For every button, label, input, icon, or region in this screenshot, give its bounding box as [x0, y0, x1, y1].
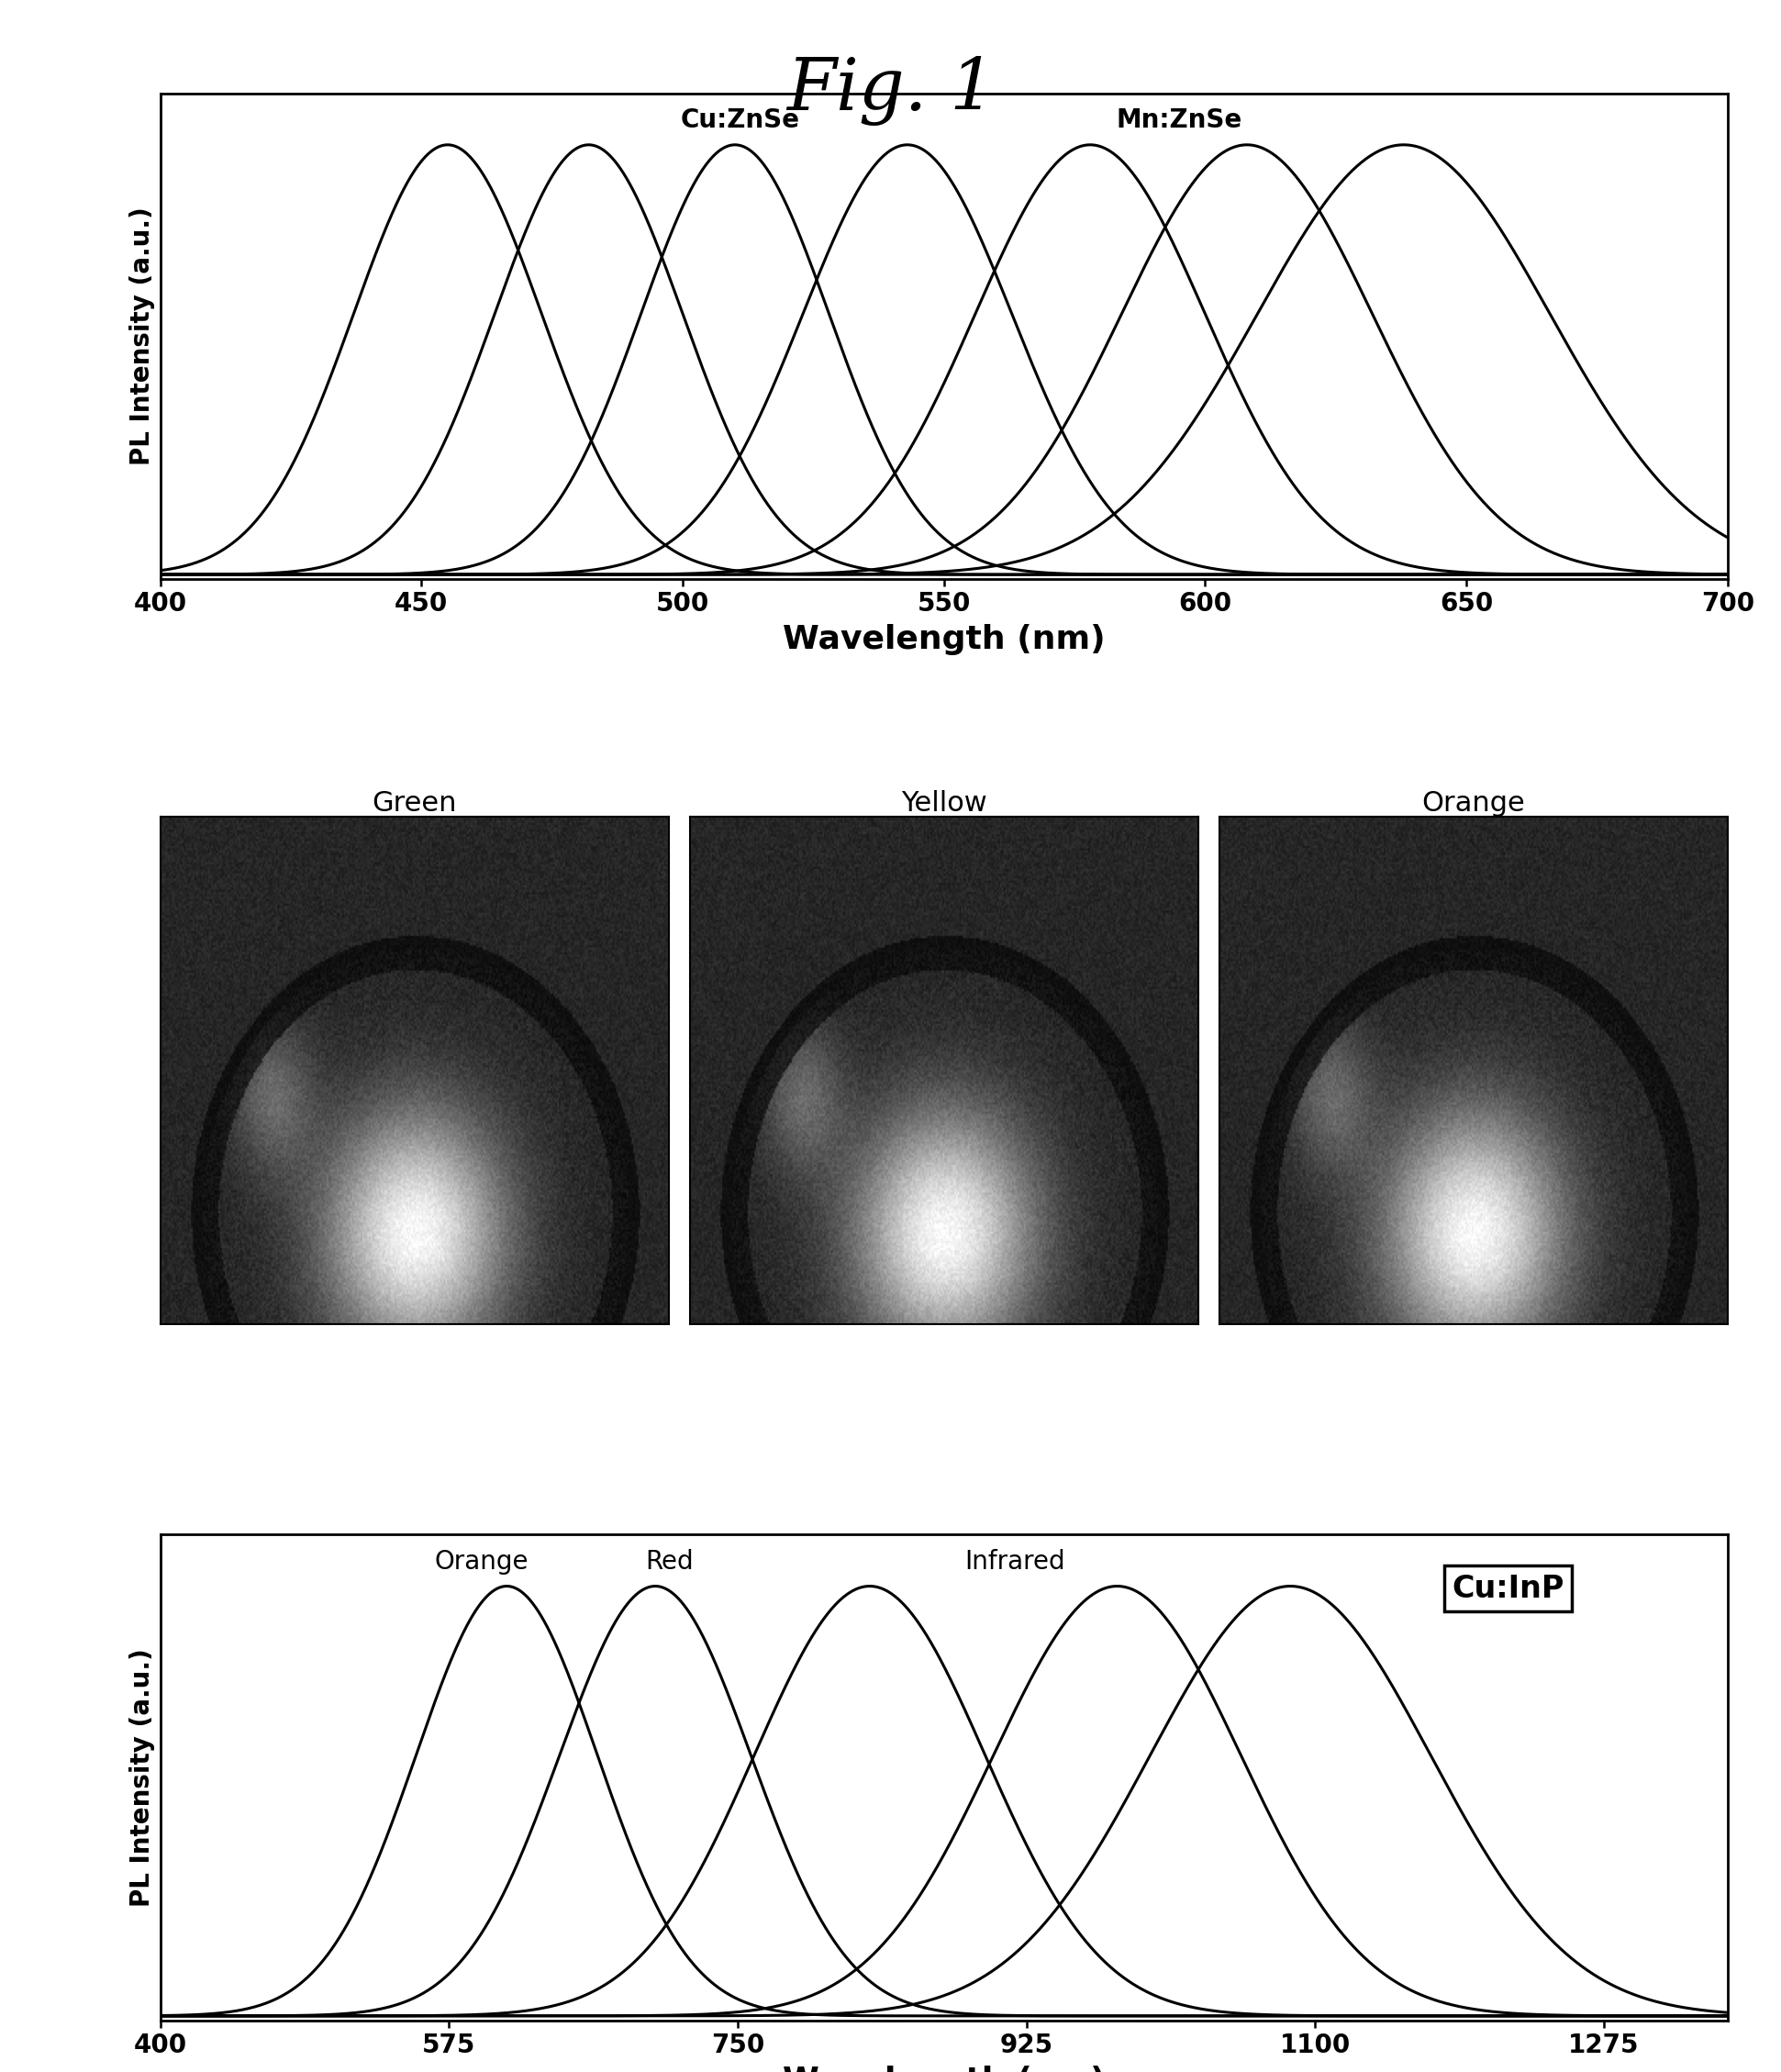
Y-axis label: PL Intensity (a.u.): PL Intensity (a.u.) — [130, 207, 155, 466]
Text: Yellow: Yellow — [901, 789, 987, 816]
Text: Orange: Orange — [1421, 789, 1525, 816]
Text: Fig. 1: Fig. 1 — [785, 56, 996, 126]
Y-axis label: PL Intensity (a.u.): PL Intensity (a.u.) — [130, 1647, 155, 1906]
Text: Cu:InP: Cu:InP — [1452, 1573, 1564, 1604]
Text: Mn:ZnSe: Mn:ZnSe — [1117, 108, 1241, 133]
Text: Cu:ZnSe: Cu:ZnSe — [680, 108, 800, 133]
Text: Orange: Orange — [435, 1550, 529, 1575]
X-axis label: Wavelength (nm): Wavelength (nm) — [782, 2066, 1106, 2072]
Text: Red: Red — [645, 1550, 695, 1575]
Text: Infrared: Infrared — [964, 1550, 1065, 1575]
Text: Green: Green — [372, 789, 456, 816]
X-axis label: Wavelength (nm): Wavelength (nm) — [782, 624, 1106, 655]
